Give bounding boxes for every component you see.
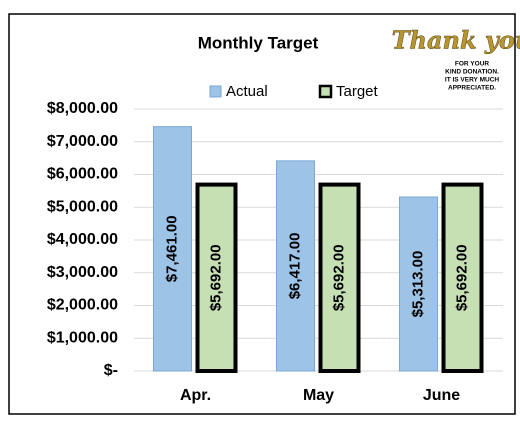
x-tick-label: May: [303, 387, 334, 404]
note-line: FOR YOUR: [455, 61, 489, 68]
chart-title: Monthly Target: [198, 33, 319, 52]
y-tick-label: $7,000.00: [47, 133, 118, 150]
y-tick-label: $5,000.00: [47, 198, 118, 215]
y-tick-label: $6,000.00: [47, 166, 118, 183]
y-tick-label: $1,000.00: [47, 329, 118, 346]
y-tick-label: $2,000.00: [47, 297, 118, 314]
legend-swatch: [210, 86, 221, 97]
data-label: $7,461.00: [163, 215, 180, 282]
y-tick-label: $4,000.00: [47, 231, 118, 248]
note-line: IT IS VERY MUCH: [445, 77, 499, 84]
legend-label: Actual: [226, 83, 268, 100]
page: {"chart_data": {"type": "bar", "title": …: [0, 0, 520, 416]
data-label: $6,417.00: [286, 233, 303, 300]
chart: Monthly Target Thank you FOR YOUR KIND D…: [0, 0, 520, 416]
x-tick-label: Apr.: [180, 387, 211, 404]
note-heading: Thank you: [392, 26, 520, 55]
note-line: KIND DONATION.: [445, 69, 499, 76]
legend-swatch: [320, 86, 331, 97]
y-tick-label: $8,000.00: [47, 100, 118, 117]
y-tick-label: $3,000.00: [47, 264, 118, 281]
y-tick-label: $-: [104, 362, 118, 379]
legend-label: Target: [336, 83, 379, 100]
x-tick-label: June: [423, 387, 460, 404]
data-label: $5,313.00: [409, 251, 426, 318]
data-label: $5,692.00: [453, 244, 470, 311]
data-label: $5,692.00: [207, 244, 224, 311]
data-label: $5,692.00: [330, 244, 347, 311]
note-line: APPRECIATED.: [448, 85, 496, 92]
